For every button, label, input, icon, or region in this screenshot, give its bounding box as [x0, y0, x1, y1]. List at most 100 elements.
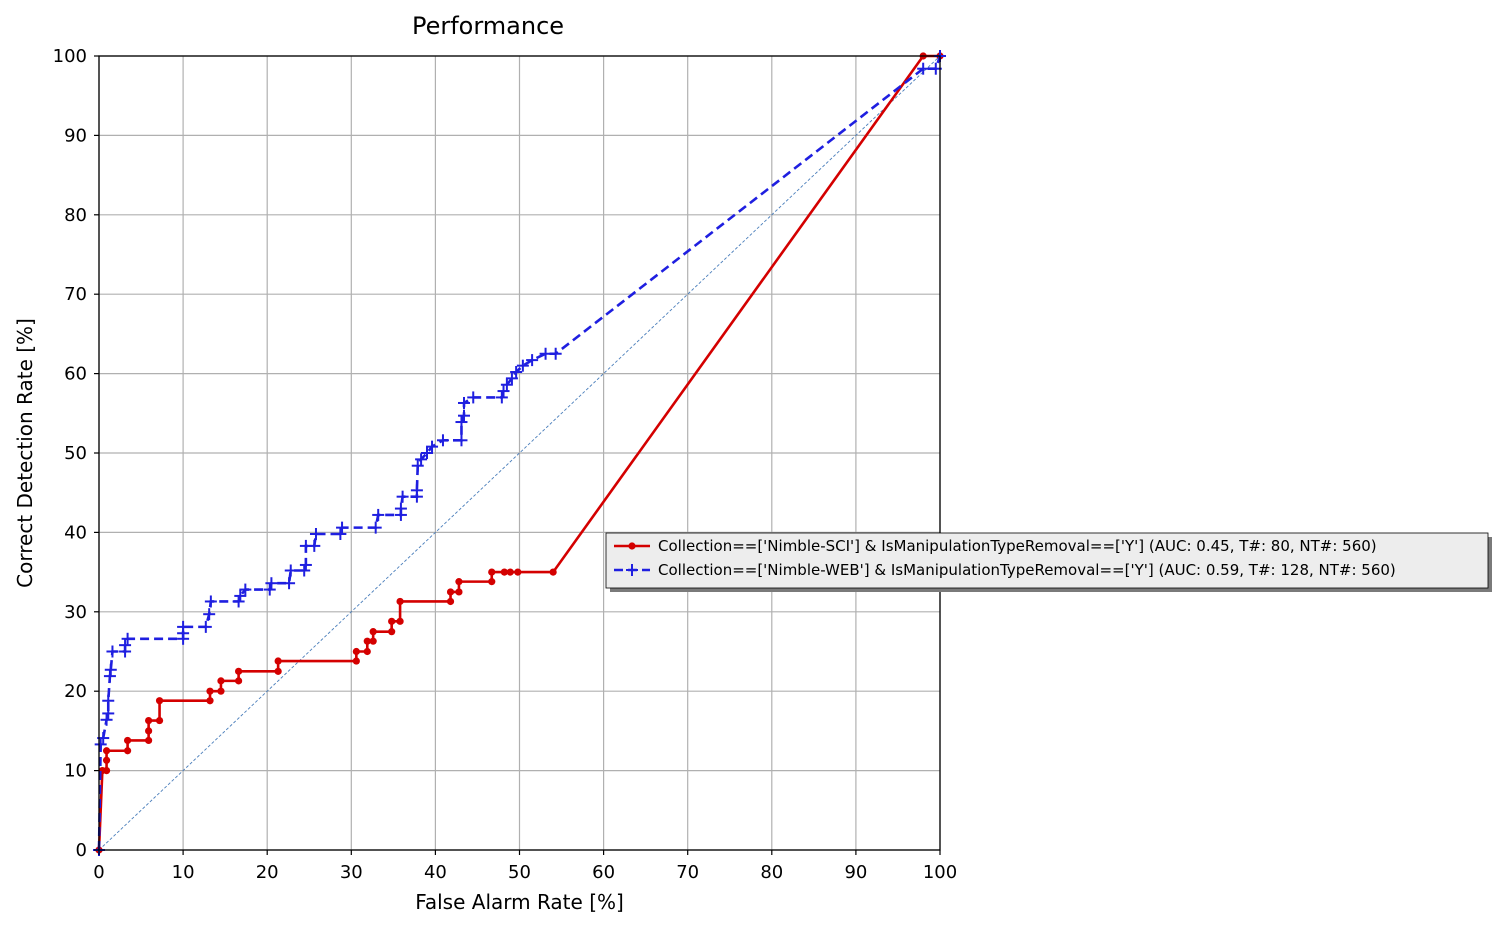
legend: Collection==['Nimble-SCI'] & IsManipulat…: [605, 532, 1492, 592]
data-point: [235, 677, 243, 685]
data-point: [455, 588, 463, 596]
x-axis-label: False Alarm Rate [%]: [415, 890, 624, 914]
data-point: [420, 447, 433, 459]
legend-entry-2: Collection==['Nimble-WEB'] & IsManipulat…: [614, 561, 1396, 579]
data-point: [104, 663, 117, 676]
data-point: [396, 490, 409, 503]
x-tick-label: 50: [508, 862, 531, 883]
data-point: [299, 558, 312, 571]
legend-label: Collection==['Nimble-WEB'] & IsManipulat…: [658, 561, 1396, 579]
series-layer: [93, 50, 946, 856]
data-point: [336, 521, 349, 534]
data-point: [206, 687, 214, 695]
y-tick-label: 0: [76, 840, 87, 861]
data-point: [467, 391, 480, 404]
chart-title: Performance: [412, 12, 564, 40]
data-point: [217, 687, 225, 695]
data-point: [363, 637, 371, 645]
tick-layer: 0 10 20 30 40 50 60 70 80 90 100 0 10 20 30 40 50 60 70 80 9…: [53, 46, 958, 883]
data-point: [239, 583, 252, 596]
data-point: [415, 453, 428, 466]
data-point: [410, 484, 423, 497]
data-point: [102, 694, 115, 707]
data-point: [352, 647, 360, 656]
y-tick-label: 50: [64, 443, 87, 464]
data-point: [488, 568, 496, 576]
data-point: [510, 366, 523, 379]
x-tick-label: 90: [844, 862, 867, 883]
y-axis-label: Correct Detection Rate [%]: [13, 318, 37, 588]
data-point: [235, 667, 243, 675]
data-point: [155, 716, 164, 725]
data-point: [488, 578, 496, 586]
grid-layer: [98, 55, 941, 851]
data-point: [455, 578, 463, 586]
data-point: [549, 347, 562, 360]
data-point: [516, 359, 529, 372]
y-tick-label: 30: [64, 602, 87, 623]
x-tick-label: 10: [172, 862, 195, 883]
data-point: [204, 595, 217, 608]
data-point: [94, 738, 107, 751]
data-point: [274, 667, 282, 675]
data-point: [177, 620, 190, 633]
data-point: [455, 416, 468, 429]
data-point: [298, 564, 311, 577]
x-tick-label: 70: [676, 862, 699, 883]
data-point: [309, 527, 322, 540]
data-point: [426, 440, 439, 453]
series-2: [93, 50, 946, 856]
data-point: [232, 595, 245, 608]
data-point: [203, 608, 216, 621]
data-point: [145, 716, 153, 725]
data-point: [234, 589, 247, 602]
legend-swatch-marker: [628, 542, 636, 550]
data-point: [549, 568, 557, 576]
data-point: [284, 564, 297, 577]
y-tick-label: 90: [64, 125, 87, 146]
data-point: [274, 657, 282, 665]
y-tick-label: 100: [53, 46, 87, 67]
data-point: [436, 434, 449, 447]
data-point: [123, 736, 132, 745]
data-point: [457, 396, 470, 409]
x-tick-label: 60: [592, 862, 615, 883]
data-point: [145, 736, 153, 745]
data-point: [217, 677, 225, 685]
data-point: [457, 409, 470, 422]
y-tick-label: 40: [64, 522, 87, 543]
data-point: [396, 597, 404, 606]
data-point: [446, 588, 455, 596]
data-point: [155, 697, 164, 705]
data-point: [283, 577, 296, 590]
data-point: [495, 391, 508, 404]
data-point: [121, 632, 134, 645]
series-1: [95, 52, 944, 854]
data-point: [265, 577, 278, 590]
data-point: [102, 747, 111, 755]
data-point: [526, 354, 539, 367]
y-tick-label: 70: [64, 284, 87, 305]
y-tick-label: 80: [64, 205, 87, 226]
data-point: [352, 657, 360, 665]
data-point: [206, 697, 214, 705]
data-point: [917, 62, 930, 75]
data-point: [199, 620, 212, 633]
data-point: [100, 713, 113, 726]
legend-box: [605, 532, 1489, 589]
data-point: [388, 628, 396, 636]
data-point: [394, 502, 407, 515]
data-point: [506, 568, 514, 576]
data-point: [388, 617, 396, 625]
data-point: [102, 767, 111, 775]
data-point: [369, 628, 377, 636]
data-point: [396, 617, 404, 625]
y-tick-label: 60: [64, 364, 87, 385]
data-point: [500, 378, 513, 391]
data-point: [123, 747, 132, 755]
y-tick-label: 10: [64, 761, 87, 782]
x-tick-label: 0: [93, 862, 104, 883]
data-point: [369, 637, 377, 645]
data-point: [505, 372, 518, 385]
